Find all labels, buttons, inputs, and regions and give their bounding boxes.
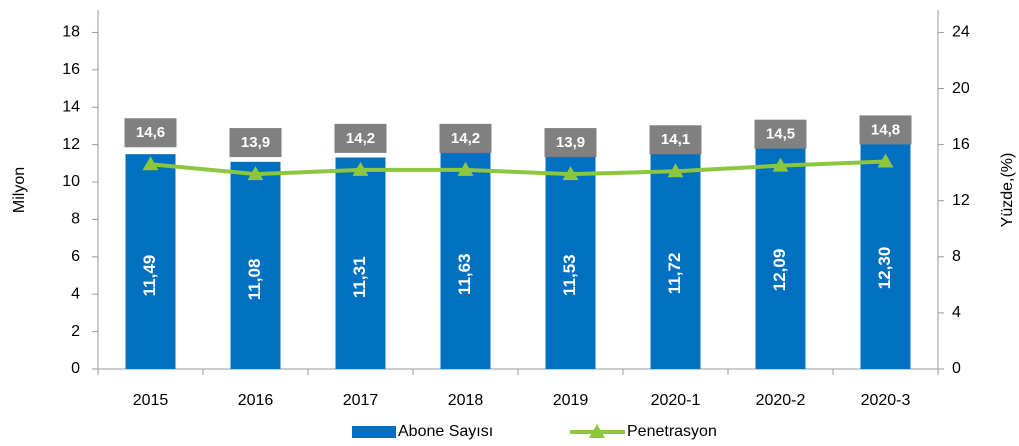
x-tick-label: 2015 [133,392,169,409]
value-label-box [754,119,807,149]
line-marker [142,156,159,171]
bar-value-label: 11,53 [560,254,579,296]
bar [650,149,701,369]
x-tick-label: 2020-1 [651,392,701,409]
line-value-label: 14,8 [871,121,900,138]
bar-value-label: 12,30 [875,247,894,290]
value-label-box [124,118,177,148]
value-label-box [229,128,282,158]
y2-tick-label: 12 [952,192,970,209]
y-tick-label: 10 [62,173,80,190]
bar [125,154,176,369]
line-marker [772,157,789,172]
bar-value-label: 11,72 [665,253,684,295]
y2-tick-label: 0 [952,360,961,377]
y-tick-label: 16 [62,61,80,78]
line-marker [877,153,894,168]
line-value-label: 13,9 [556,134,585,151]
line-marker [562,166,579,181]
line-value-label: 13,9 [241,134,270,151]
x-tick-label: 2016 [238,392,274,409]
legend-marker [589,424,605,438]
bar [545,153,596,369]
y2-tick-label: 24 [952,24,970,41]
x-tick-label: 2020-2 [756,392,806,409]
y-tick-label: 2 [71,323,80,340]
bar-value-label: 11,49 [140,255,159,297]
bar [755,142,806,369]
y-tick-label: 0 [71,360,80,377]
bar-value-label: 11,63 [455,253,474,295]
y2-tick-label: 4 [952,304,961,321]
bar [335,157,386,369]
line-value-label: 14,6 [136,124,165,141]
y-axis-label: Milyon [11,167,28,213]
bar [860,139,911,369]
y2-tick-label: 20 [952,80,970,97]
value-label-box [859,115,912,145]
x-tick-label: 2017 [343,392,379,409]
bar-value-label: 11,31 [350,256,369,298]
line-value-label: 14,2 [451,130,480,147]
y-tick-label: 4 [71,285,80,302]
bar [230,161,281,369]
y2-axis-label: Yüzde,(%) [999,153,1016,228]
line-value-label: 14,5 [766,126,795,143]
legend-label: Penetrasyon [627,423,717,440]
value-label-box [544,128,597,158]
value-label-box [334,123,387,153]
line [150,159,886,177]
line-value-label: 14,2 [346,130,375,147]
value-label-box [439,123,492,153]
bar-value-label: 12,09 [770,249,789,292]
x-tick-label: 2018 [448,392,484,409]
line-marker [667,163,684,178]
value-label-box [649,125,702,155]
y-tick-label: 18 [62,24,80,41]
bar-value-label: 11,08 [245,259,264,301]
y2-tick-label: 8 [952,248,961,265]
line-marker [352,161,369,176]
y2-tick-label: 16 [952,136,970,153]
legend-label: Abone Sayısı [398,423,493,440]
y-tick-label: 6 [71,248,80,265]
y-tick-label: 12 [62,136,80,153]
y-tick-label: 8 [71,211,80,228]
line-value-label: 14,1 [661,131,690,148]
y-tick-label: 14 [62,98,80,115]
bar [440,151,491,369]
legend-swatch [352,426,396,438]
line-marker [457,161,474,176]
x-tick-label: 2019 [553,392,589,409]
x-tick-label: 2020-3 [861,392,911,409]
line-marker [247,166,264,181]
